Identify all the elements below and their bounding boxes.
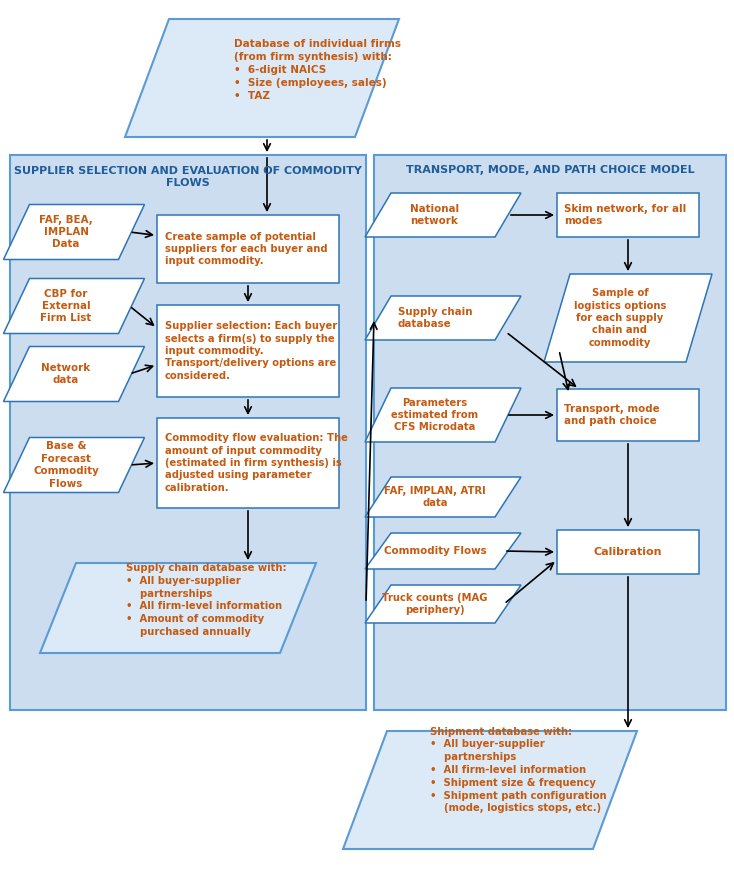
Bar <box>557 530 699 574</box>
Text: Parameters
estimated from
CFS Microdata: Parameters estimated from CFS Microdata <box>391 397 479 432</box>
Bar <box>157 215 339 283</box>
Text: Database of individual firms
(from firm synthesis) with:
•  6-digit NAICS
•  Siz: Database of individual firms (from firm … <box>234 38 401 101</box>
Polygon shape <box>365 477 521 517</box>
Text: Shipment database with:
•  All buyer-supplier
    partnerships
•  All firm-level: Shipment database with: • All buyer-supp… <box>430 726 606 814</box>
Text: Sample of
logistics options
for each supply
chain and
commodity: Sample of logistics options for each sup… <box>574 288 666 348</box>
Polygon shape <box>365 585 521 623</box>
Text: Skim network, for all
modes: Skim network, for all modes <box>564 204 686 226</box>
Text: TRANSPORT, MODE, AND PATH CHOICE MODEL: TRANSPORT, MODE, AND PATH CHOICE MODEL <box>406 165 694 175</box>
Text: Commodity Flows: Commodity Flows <box>384 546 487 556</box>
Polygon shape <box>365 296 521 340</box>
Polygon shape <box>365 388 521 442</box>
Text: National
network: National network <box>410 204 459 226</box>
Bar <box>157 418 339 508</box>
Polygon shape <box>365 193 521 237</box>
Text: Commodity flow evaluation: The
amount of input commodity
(estimated in firm synt: Commodity flow evaluation: The amount of… <box>165 433 348 493</box>
Text: Truck counts (MAG
periphery): Truck counts (MAG periphery) <box>382 593 488 615</box>
Bar <box>10 155 366 710</box>
Polygon shape <box>40 563 316 653</box>
Bar <box>157 305 339 397</box>
Polygon shape <box>343 731 637 849</box>
Polygon shape <box>4 437 145 492</box>
Text: SUPPLIER SELECTION AND EVALUATION OF COMMODITY
FLOWS: SUPPLIER SELECTION AND EVALUATION OF COM… <box>14 165 362 188</box>
Polygon shape <box>365 533 521 569</box>
Bar <box>557 193 699 237</box>
Text: CBP for
External
Firm List: CBP for External Firm List <box>40 288 92 323</box>
Text: Supplier selection: Each buyer
selects a firm(s) to supply the
input commodity.
: Supplier selection: Each buyer selects a… <box>165 321 337 381</box>
Text: FAF, BEA,
IMPLAN
Data: FAF, BEA, IMPLAN Data <box>39 214 92 249</box>
Text: Network
data: Network data <box>41 363 90 385</box>
Bar <box>374 155 726 710</box>
Polygon shape <box>125 19 399 137</box>
Polygon shape <box>544 274 712 362</box>
Text: Base &
Forecast
Commodity
Flows: Base & Forecast Commodity Flows <box>33 442 99 489</box>
Text: Transport, mode
and path choice: Transport, mode and path choice <box>564 404 660 426</box>
Text: Supply chain
database: Supply chain database <box>398 307 472 329</box>
Text: Create sample of potential
suppliers for each buyer and
input commodity.: Create sample of potential suppliers for… <box>165 232 327 267</box>
Text: Supply chain database with:
•  All buyer-supplier
    partnerships
•  All firm-l: Supply chain database with: • All buyer-… <box>126 563 286 637</box>
Text: FAF, IMPLAN, ATRI
data: FAF, IMPLAN, ATRI data <box>384 486 486 508</box>
Bar <box>557 389 699 441</box>
Polygon shape <box>4 347 145 402</box>
Polygon shape <box>4 279 145 334</box>
Text: Calibration: Calibration <box>594 547 662 557</box>
Polygon shape <box>4 205 145 260</box>
